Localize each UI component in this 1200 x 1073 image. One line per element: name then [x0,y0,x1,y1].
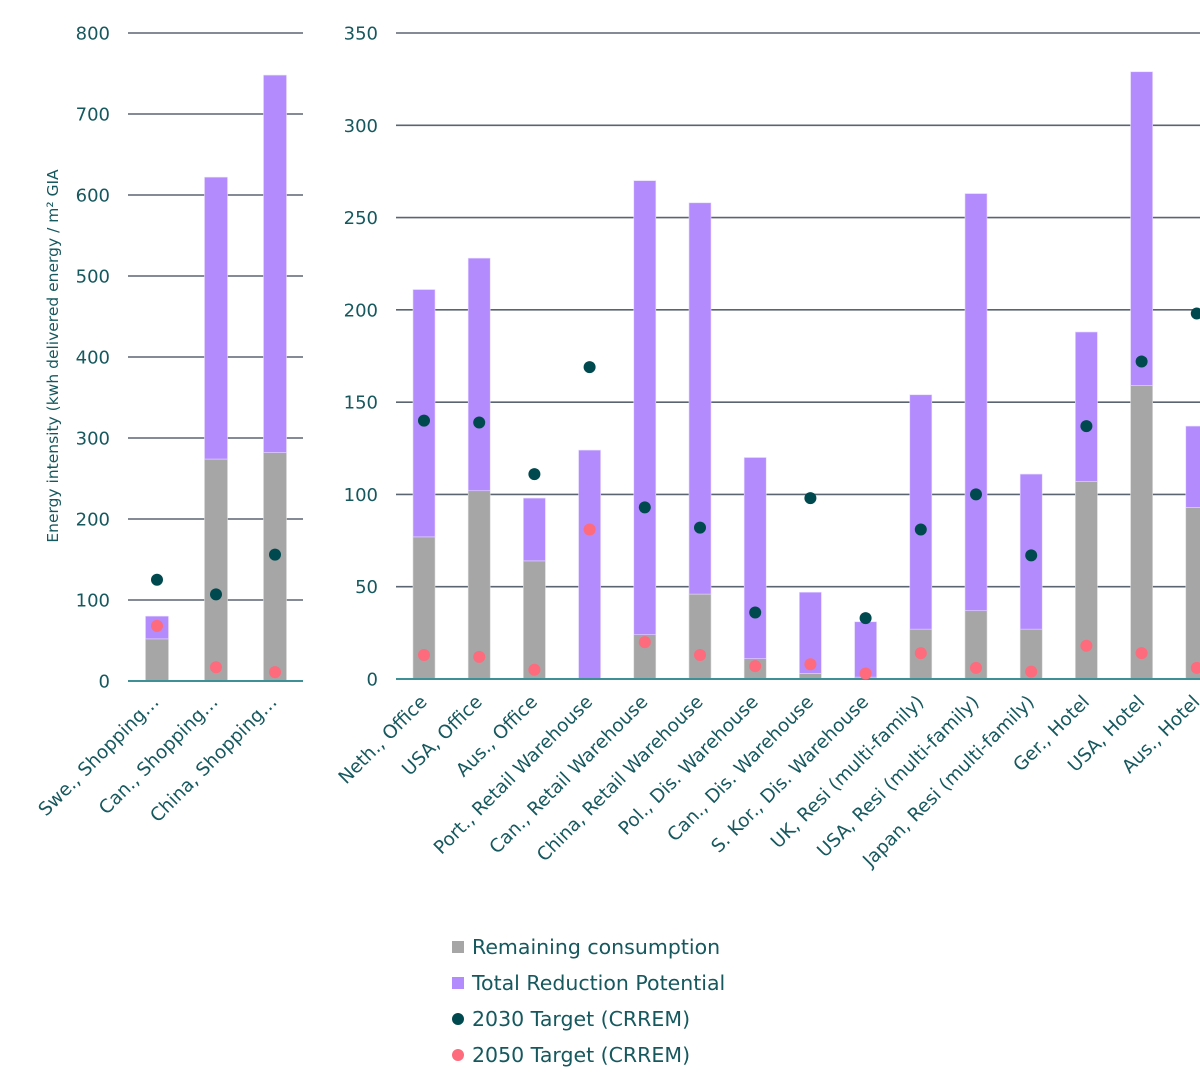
y-tick-label: 400 [76,348,110,369]
point-2030-target [638,501,651,514]
point-2050-target [1025,665,1038,678]
point-2050-target [269,666,281,679]
bar-total-reduction-potential [743,457,767,659]
point-2050-target [1080,639,1093,652]
y-tick-label: 200 [76,510,110,531]
point-2050-target [210,661,222,674]
y-tick-label: 0 [99,672,110,693]
legend: Remaining consumption Total Reduction Po… [452,929,725,1073]
point-2030-target [473,416,486,429]
point-2030-target [1025,549,1038,562]
point-2050-target [638,636,651,649]
point-2030-target [269,548,281,561]
bar-total-reduction-potential [688,202,712,595]
bar-remaining-consumption [145,638,169,682]
legend-square-icon [452,977,464,989]
point-2030-target [528,468,541,481]
bar-total-reduction-potential [1185,425,1200,508]
bar-total-reduction-potential [1075,331,1098,482]
bar-total-reduction-potential [467,257,491,492]
point-2030-target [804,492,817,505]
bar-total-reduction-potential [523,497,546,562]
y-tick-label: 600 [76,186,110,207]
point-2050-target [473,650,486,663]
y-tick-label: 700 [76,105,110,126]
y-tick-label: 100 [76,591,110,612]
bar-remaining-consumption [688,593,712,680]
legend-item-2030: 2030 Target (CRREM) [452,1001,725,1037]
point-2030-target [418,414,430,427]
y-tick-label: 0 [367,670,378,691]
legend-label: 2030 Target (CRREM) [472,1007,691,1031]
bar-total-reduction-potential [204,176,228,460]
point-2030-target [1135,355,1148,368]
bar-total-reduction-potential [1130,71,1153,386]
bar-remaining-consumption [467,490,491,680]
y-tick-label: 300 [344,116,378,137]
y-axis-title: Energy intensity (kwh delivered energy /… [44,169,62,543]
point-2050-target [970,661,982,674]
y-tick-label: 200 [344,300,378,321]
point-2050-target [418,649,430,662]
point-2030-target [1080,420,1093,433]
legend-square-icon [452,941,464,953]
point-2030-target [914,523,927,536]
bar-total-reduction-potential [909,394,933,630]
legend-circle-icon [452,1013,464,1025]
point-2030-target [210,588,222,601]
legend-circle-icon [452,1049,464,1061]
bar-total-reduction-potential [633,180,657,636]
point-2030-target [1190,307,1200,320]
point-2030-target [749,606,762,619]
y-tick-label: 300 [76,429,110,450]
legend-item-remaining: Remaining consumption [452,929,725,965]
bar-remaining-consumption [263,452,287,682]
y-tick-label: 500 [76,267,110,288]
point-2030-target [859,612,872,625]
y-tick-label: 100 [344,485,378,506]
point-2050-target [859,667,872,680]
bar-remaining-consumption [1185,507,1200,680]
legend-label: Remaining consumption [472,935,721,959]
legend-item-2050: 2050 Target (CRREM) [452,1037,725,1073]
point-2050-target [1190,661,1200,674]
bar-total-reduction-potential [412,289,436,538]
bar-total-reduction-potential [799,591,822,674]
legend-label: 2050 Target (CRREM) [472,1043,691,1067]
point-2030-target [151,573,163,586]
point-2050-target [914,647,927,660]
bar-remaining-consumption [204,458,228,682]
bar-total-reduction-potential [578,449,601,680]
point-2050-target [694,649,706,662]
point-2050-target [583,523,596,536]
bar-remaining-consumption [523,560,546,680]
y-tick-label: 150 [344,393,378,414]
y-tick-label: 800 [76,24,110,45]
point-2050-target [1135,647,1148,660]
y-tick-label: 50 [355,577,378,598]
y-tick-label: 250 [344,208,378,229]
point-2050-target [151,619,163,632]
legend-item-reduction: Total Reduction Potential [452,965,725,1001]
point-2030-target [970,488,982,501]
bar-remaining-consumption [1130,385,1153,680]
y-tick-label: 350 [344,24,378,45]
bar-total-reduction-potential [964,193,988,612]
point-2050-target [804,658,817,671]
point-2030-target [694,521,706,534]
point-2030-target [583,361,596,374]
point-2050-target [749,660,762,673]
point-2050-target [528,663,541,676]
bar-total-reduction-potential [263,74,287,453]
legend-label: Total Reduction Potential [472,971,726,995]
